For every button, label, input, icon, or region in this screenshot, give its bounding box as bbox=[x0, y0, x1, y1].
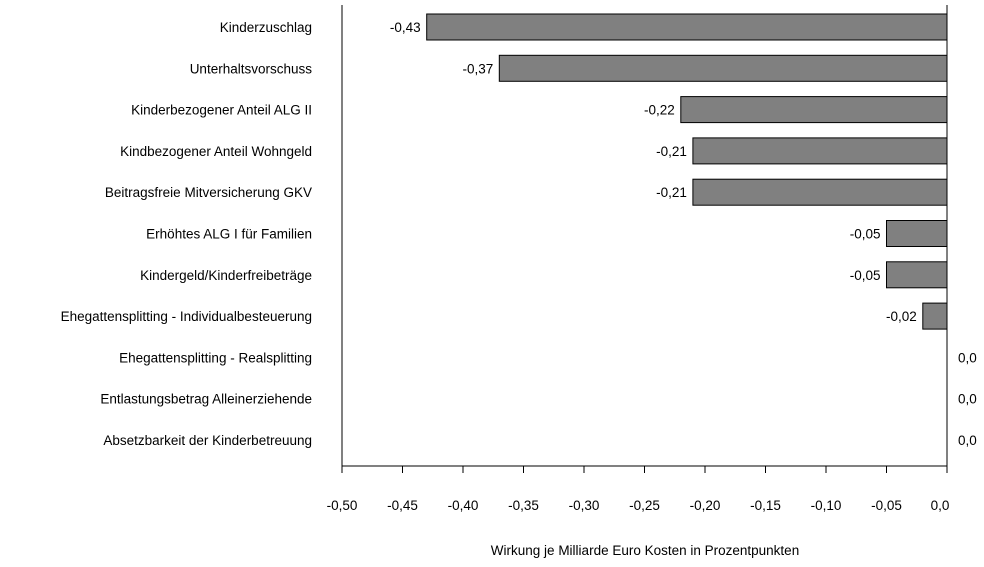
category-label: Kindergeld/Kinderfreibeträge bbox=[140, 268, 312, 283]
x-tick-label: -0,10 bbox=[811, 498, 842, 513]
x-tick-label: -0,20 bbox=[690, 498, 721, 513]
category-label: Ehegattensplitting - Realsplitting bbox=[119, 350, 312, 365]
bar bbox=[426, 13, 948, 41]
value-label: 0,0 bbox=[958, 392, 977, 407]
value-label: 0,0 bbox=[958, 433, 977, 448]
x-tick-label: -0,05 bbox=[871, 498, 902, 513]
x-tick-label: -0,45 bbox=[387, 498, 418, 513]
bar bbox=[692, 178, 948, 206]
category-label: Absetzbarkeit der Kinderbetreuung bbox=[103, 433, 312, 448]
category-label: Entlastungsbetrag Alleinerziehende bbox=[100, 392, 312, 407]
value-label: 0,0 bbox=[958, 350, 977, 365]
category-label: Unterhaltsvorschuss bbox=[190, 61, 313, 76]
value-label: -0,02 bbox=[886, 309, 917, 324]
value-label: -0,05 bbox=[850, 268, 881, 283]
category-label: Kinderzuschlag bbox=[220, 20, 312, 35]
category-label: Ehegattensplitting - Individualbesteueru… bbox=[61, 309, 312, 324]
x-axis-title: Wirkung je Milliarde Euro Kosten in Proz… bbox=[491, 543, 799, 558]
category-label: Erhöhtes ALG I für Familien bbox=[146, 227, 312, 242]
x-axis: -0,50 -0,45 -0,40 -0,35 -0,30 -0,25 -0,20 -0,15… bbox=[327, 465, 950, 513]
category-labels: Kinderzuschlag Unterhaltsvorschuss Kinderb… bbox=[61, 20, 313, 448]
value-label: -0,21 bbox=[656, 144, 687, 159]
x-tick-label: -0,40 bbox=[448, 498, 479, 513]
bar bbox=[922, 302, 948, 330]
category-label: Beitragsfreie Mitversicherung GKV bbox=[105, 185, 312, 200]
x-tick-label: -0,30 bbox=[569, 498, 600, 513]
x-tick-label: 0,0 bbox=[931, 498, 950, 513]
x-ticks: -0,50 -0,45 -0,40 -0,35 -0,30 -0,25 -0,20 -0,15… bbox=[327, 466, 950, 513]
value-label: -0,22 bbox=[644, 103, 675, 118]
value-label: -0,43 bbox=[390, 20, 421, 35]
bar bbox=[886, 220, 948, 247]
bars-group bbox=[426, 13, 948, 330]
bar bbox=[498, 54, 948, 82]
x-tick-label: -0,50 bbox=[327, 498, 358, 513]
bar bbox=[886, 261, 948, 289]
category-label: Kindbezogener Anteil Wohngeld bbox=[120, 144, 312, 159]
value-labels: -0,43 -0,37 -0,22 -0,21 -0,21 -0,05 -0,05 -0,02… bbox=[390, 20, 977, 448]
x-tick-label: -0,35 bbox=[508, 498, 539, 513]
x-tick-label: -0,15 bbox=[750, 498, 781, 513]
value-label: -0,05 bbox=[850, 227, 881, 242]
category-label: Kinderbezogener Anteil ALG II bbox=[131, 103, 312, 118]
bar bbox=[692, 137, 948, 165]
bar bbox=[680, 96, 948, 124]
value-label: -0,37 bbox=[463, 61, 494, 76]
value-label: -0,21 bbox=[656, 185, 687, 200]
x-tick-label: -0,25 bbox=[629, 498, 660, 513]
